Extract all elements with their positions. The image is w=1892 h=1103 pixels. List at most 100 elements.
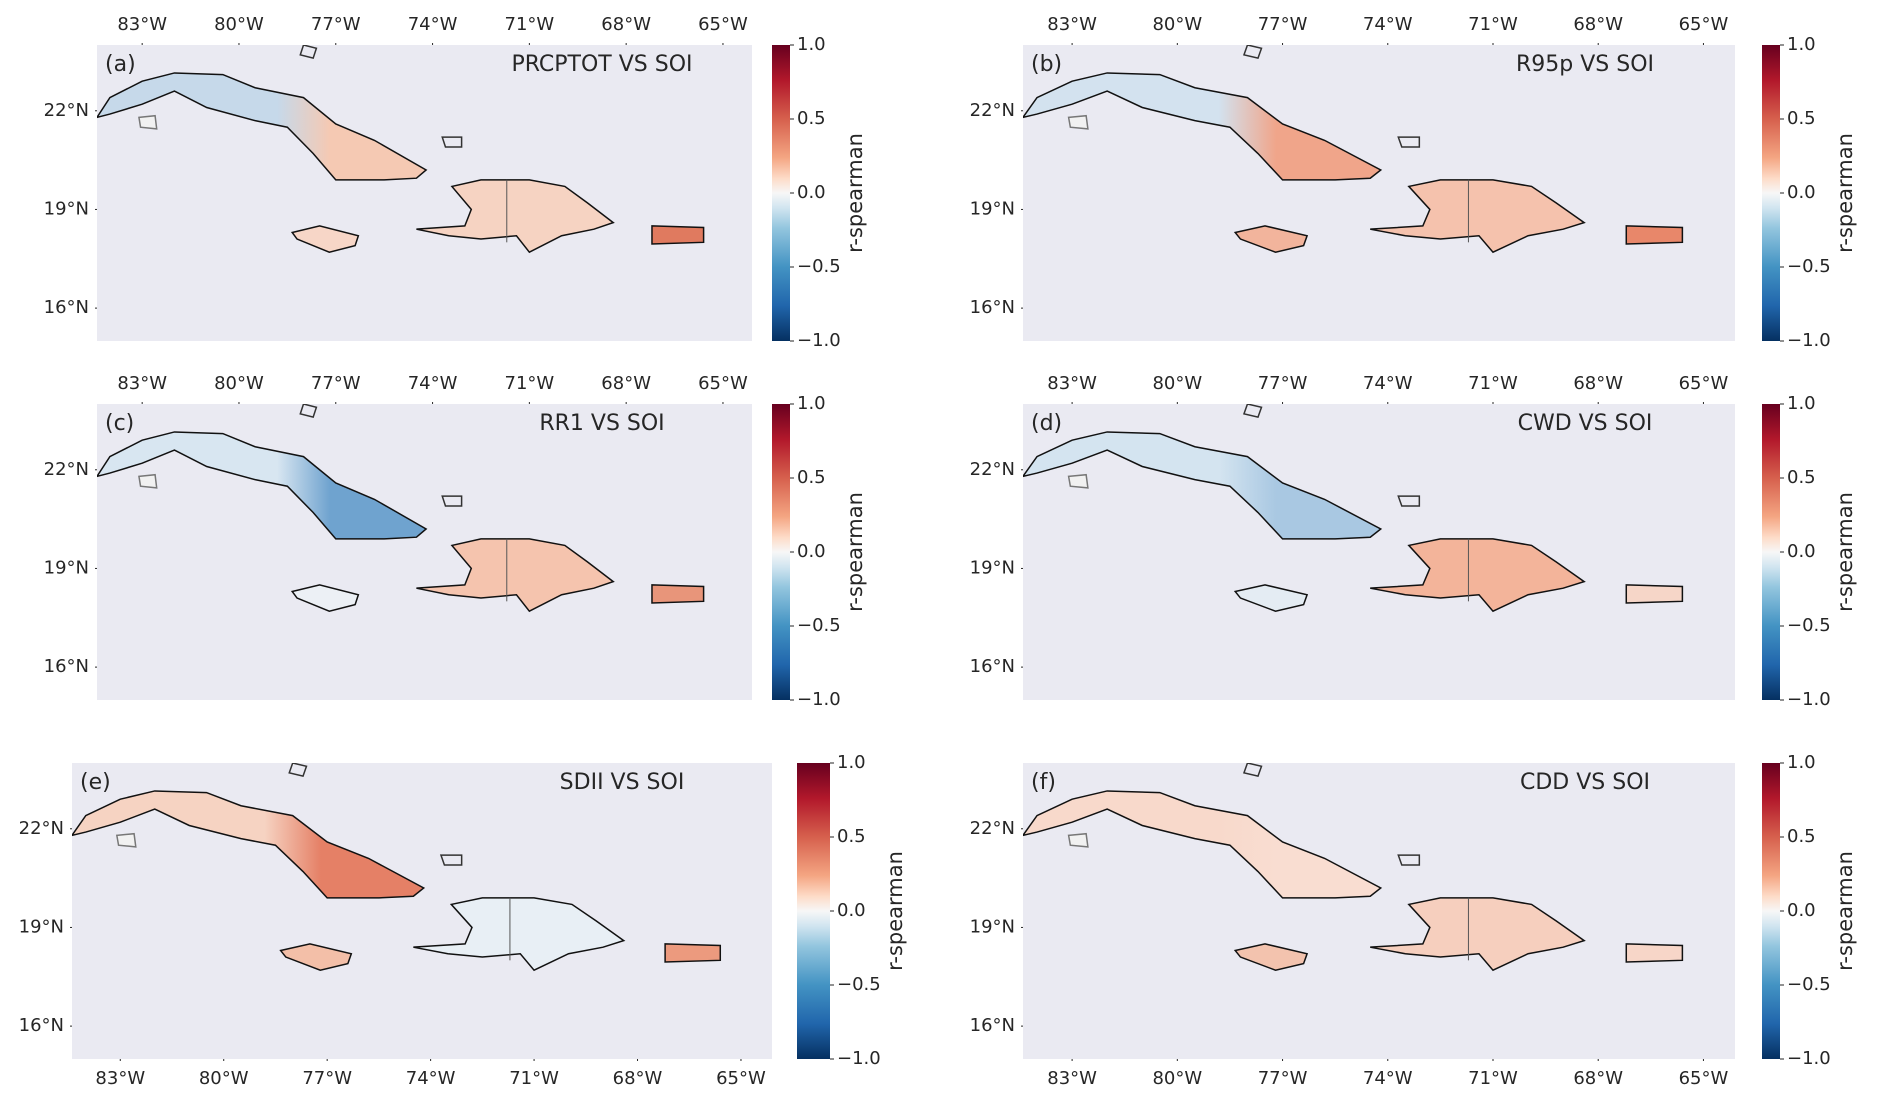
lon-tick-label: 65°W (716, 1068, 766, 1089)
lon-tick-label: 65°W (1679, 1068, 1729, 1089)
lon-tick-label: 80°W (199, 1068, 249, 1089)
island-cuba (97, 72, 428, 181)
lat-tick-label: 22°N (19, 818, 64, 839)
map-panel: (c) RR1 VS SOI 83°W 80°W 77°W 74°W 71°W 68°W 65°… (44, 373, 867, 710)
colorbar-tick-label: 0.5 (1787, 108, 1816, 129)
island-cuba (1023, 790, 1383, 899)
island-hispaniola (1370, 897, 1586, 972)
colorbar-label: r-spearman (843, 133, 867, 253)
colorbar-tick-label: 0.5 (1787, 467, 1816, 488)
island-puerto-rico (651, 584, 705, 604)
panel-label: (a) (105, 52, 136, 77)
island (1067, 114, 1089, 130)
lon-tick-label: 83°W (1047, 373, 1097, 394)
map-panel: (b) R95p VS SOI 83°W 80°W 77°W 74°W 71°W 68°W 65… (970, 14, 1857, 351)
colorbar (772, 45, 790, 341)
colorbar-tick-label: 1.0 (837, 752, 866, 773)
panel-title: CWD VS SOI (1518, 411, 1653, 436)
lon-tick-label: 68°W (601, 373, 651, 394)
lat-tick-label: 19°N (970, 916, 1015, 937)
island-puerto-rico (1625, 943, 1684, 963)
map-panel: (f) CDD VS SOI 83°W 80°W 77°W 74°W 71°W 68°W 65°… (970, 752, 1857, 1089)
lon-tick-label: 68°W (1573, 373, 1623, 394)
colorbar-tick-label: 0.0 (797, 182, 826, 203)
colorbar-tick-label: −0.5 (1787, 256, 1831, 277)
island-cuba (97, 431, 428, 540)
colorbar-tick-label: 1.0 (797, 393, 826, 414)
land (1023, 763, 1684, 972)
lat-tick-label: 19°N (970, 198, 1015, 219)
colorbar-tick-label: 0.0 (1787, 900, 1816, 921)
island-puerto-rico (664, 943, 722, 963)
lon-tick-label: 74°W (406, 1068, 456, 1089)
island (138, 114, 158, 130)
colorbar-tick-label: 0.5 (797, 108, 826, 129)
island (1242, 404, 1263, 419)
lon-tick-label: 80°W (214, 373, 264, 394)
colorbar-tick-label: −1.0 (837, 1048, 881, 1069)
lon-tick-label: 71°W (1468, 373, 1518, 394)
island-jamaica (1233, 225, 1309, 253)
panel-label: (f) (1031, 770, 1056, 795)
lon-tick-label: 68°W (601, 14, 651, 35)
lon-tick-label: 65°W (1679, 14, 1729, 35)
island-hispaniola (416, 179, 615, 254)
colorbar-tick-label: 1.0 (797, 34, 826, 55)
colorbar-tick-label: −0.5 (837, 974, 881, 995)
colorbar-tick-label: −1.0 (797, 330, 841, 351)
island-cuba (1023, 72, 1383, 181)
lon-tick-label: 77°W (1258, 14, 1308, 35)
map-panel: (e) SDII VS SOI 83°W 80°W 77°W 74°W 71°W 68°W 65… (19, 752, 907, 1089)
land (1023, 404, 1684, 613)
colorbar-tick-label: −0.5 (1787, 974, 1831, 995)
island-puerto-rico (651, 225, 705, 245)
colorbar-tick-label: 1.0 (1787, 34, 1816, 55)
lat-tick-label: 16°N (44, 297, 89, 318)
panel-label: (c) (105, 411, 134, 436)
lat-tick-label: 22°N (970, 459, 1015, 480)
lon-tick-label: 71°W (509, 1068, 559, 1089)
colorbar-label: r-spearman (1833, 851, 1857, 971)
lat-tick-label: 22°N (44, 100, 89, 121)
island-hispaniola (1370, 538, 1586, 613)
island-jamaica (1233, 943, 1309, 971)
lon-tick-label: 65°W (698, 373, 748, 394)
colorbar-tick-label: −0.5 (797, 615, 841, 636)
island-puerto-rico (1625, 584, 1684, 604)
lon-tick-label: 71°W (1468, 14, 1518, 35)
island (441, 136, 463, 148)
island-jamaica (290, 584, 360, 612)
lon-tick-label: 71°W (1468, 1068, 1518, 1089)
colorbar-label: r-spearman (1833, 133, 1857, 253)
panel-title: SDII VS SOI (560, 770, 685, 795)
island (115, 832, 137, 848)
panel-label: (e) (80, 770, 111, 795)
colorbar-tick-label: 0.0 (1787, 182, 1816, 203)
colorbar-tick-label: 0.0 (837, 900, 866, 921)
lon-tick-label: 83°W (117, 373, 167, 394)
island-cuba (72, 790, 426, 899)
lat-tick-label: 16°N (44, 656, 89, 677)
lon-tick-label: 80°W (1152, 373, 1202, 394)
panel-title: R95p VS SOI (1516, 52, 1654, 77)
island (1397, 136, 1421, 148)
colorbar (1762, 45, 1780, 341)
panel-title: RR1 VS SOI (539, 411, 664, 436)
land (1023, 45, 1684, 254)
lon-tick-label: 83°W (95, 1068, 145, 1089)
island (288, 763, 308, 778)
colorbar-tick-label: −1.0 (1787, 689, 1831, 710)
island (1397, 854, 1421, 866)
lon-tick-label: 80°W (1152, 14, 1202, 35)
lon-tick-label: 65°W (1679, 373, 1729, 394)
colorbar-tick-label: 0.0 (1787, 541, 1816, 562)
lon-tick-label: 77°W (311, 14, 361, 35)
island (1242, 45, 1263, 60)
island-cuba (1023, 431, 1383, 540)
lon-tick-label: 77°W (311, 373, 361, 394)
land (97, 404, 705, 613)
lon-tick-label: 80°W (214, 14, 264, 35)
lat-tick-label: 22°N (970, 100, 1015, 121)
panel-title: CDD VS SOI (1520, 770, 1650, 795)
